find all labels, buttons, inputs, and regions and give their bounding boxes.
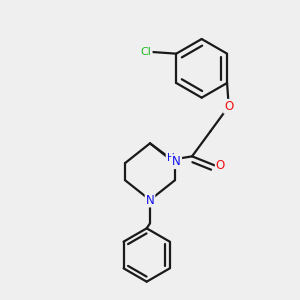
Text: N: N [172,155,181,168]
Text: N: N [146,194,154,206]
Text: Cl: Cl [141,47,152,57]
Text: O: O [224,100,233,113]
Text: H: H [167,153,174,163]
Text: O: O [216,159,225,172]
